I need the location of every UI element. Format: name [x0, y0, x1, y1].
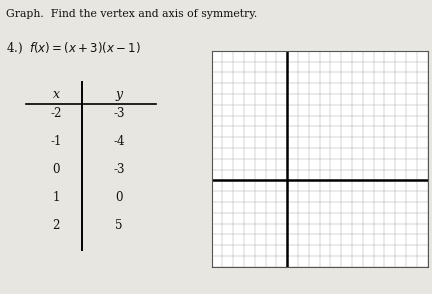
Text: -3: -3 [113, 163, 124, 176]
Text: -4: -4 [113, 135, 124, 148]
Text: 5: 5 [115, 219, 123, 232]
Text: 0: 0 [52, 163, 60, 176]
Text: -1: -1 [51, 135, 62, 148]
Text: 1: 1 [52, 191, 60, 204]
Text: 0: 0 [115, 191, 123, 204]
Text: x: x [53, 88, 60, 101]
Text: 2: 2 [52, 219, 60, 232]
Text: 4.)  $f(x) = (x + 3)(x - 1)$: 4.) $f(x) = (x + 3)(x - 1)$ [6, 41, 142, 56]
Text: Graph.  Find the vertex and axis of symmetry.: Graph. Find the vertex and axis of symme… [6, 9, 258, 19]
Text: y: y [115, 88, 122, 101]
Text: -3: -3 [113, 107, 124, 120]
Text: -2: -2 [51, 107, 62, 120]
